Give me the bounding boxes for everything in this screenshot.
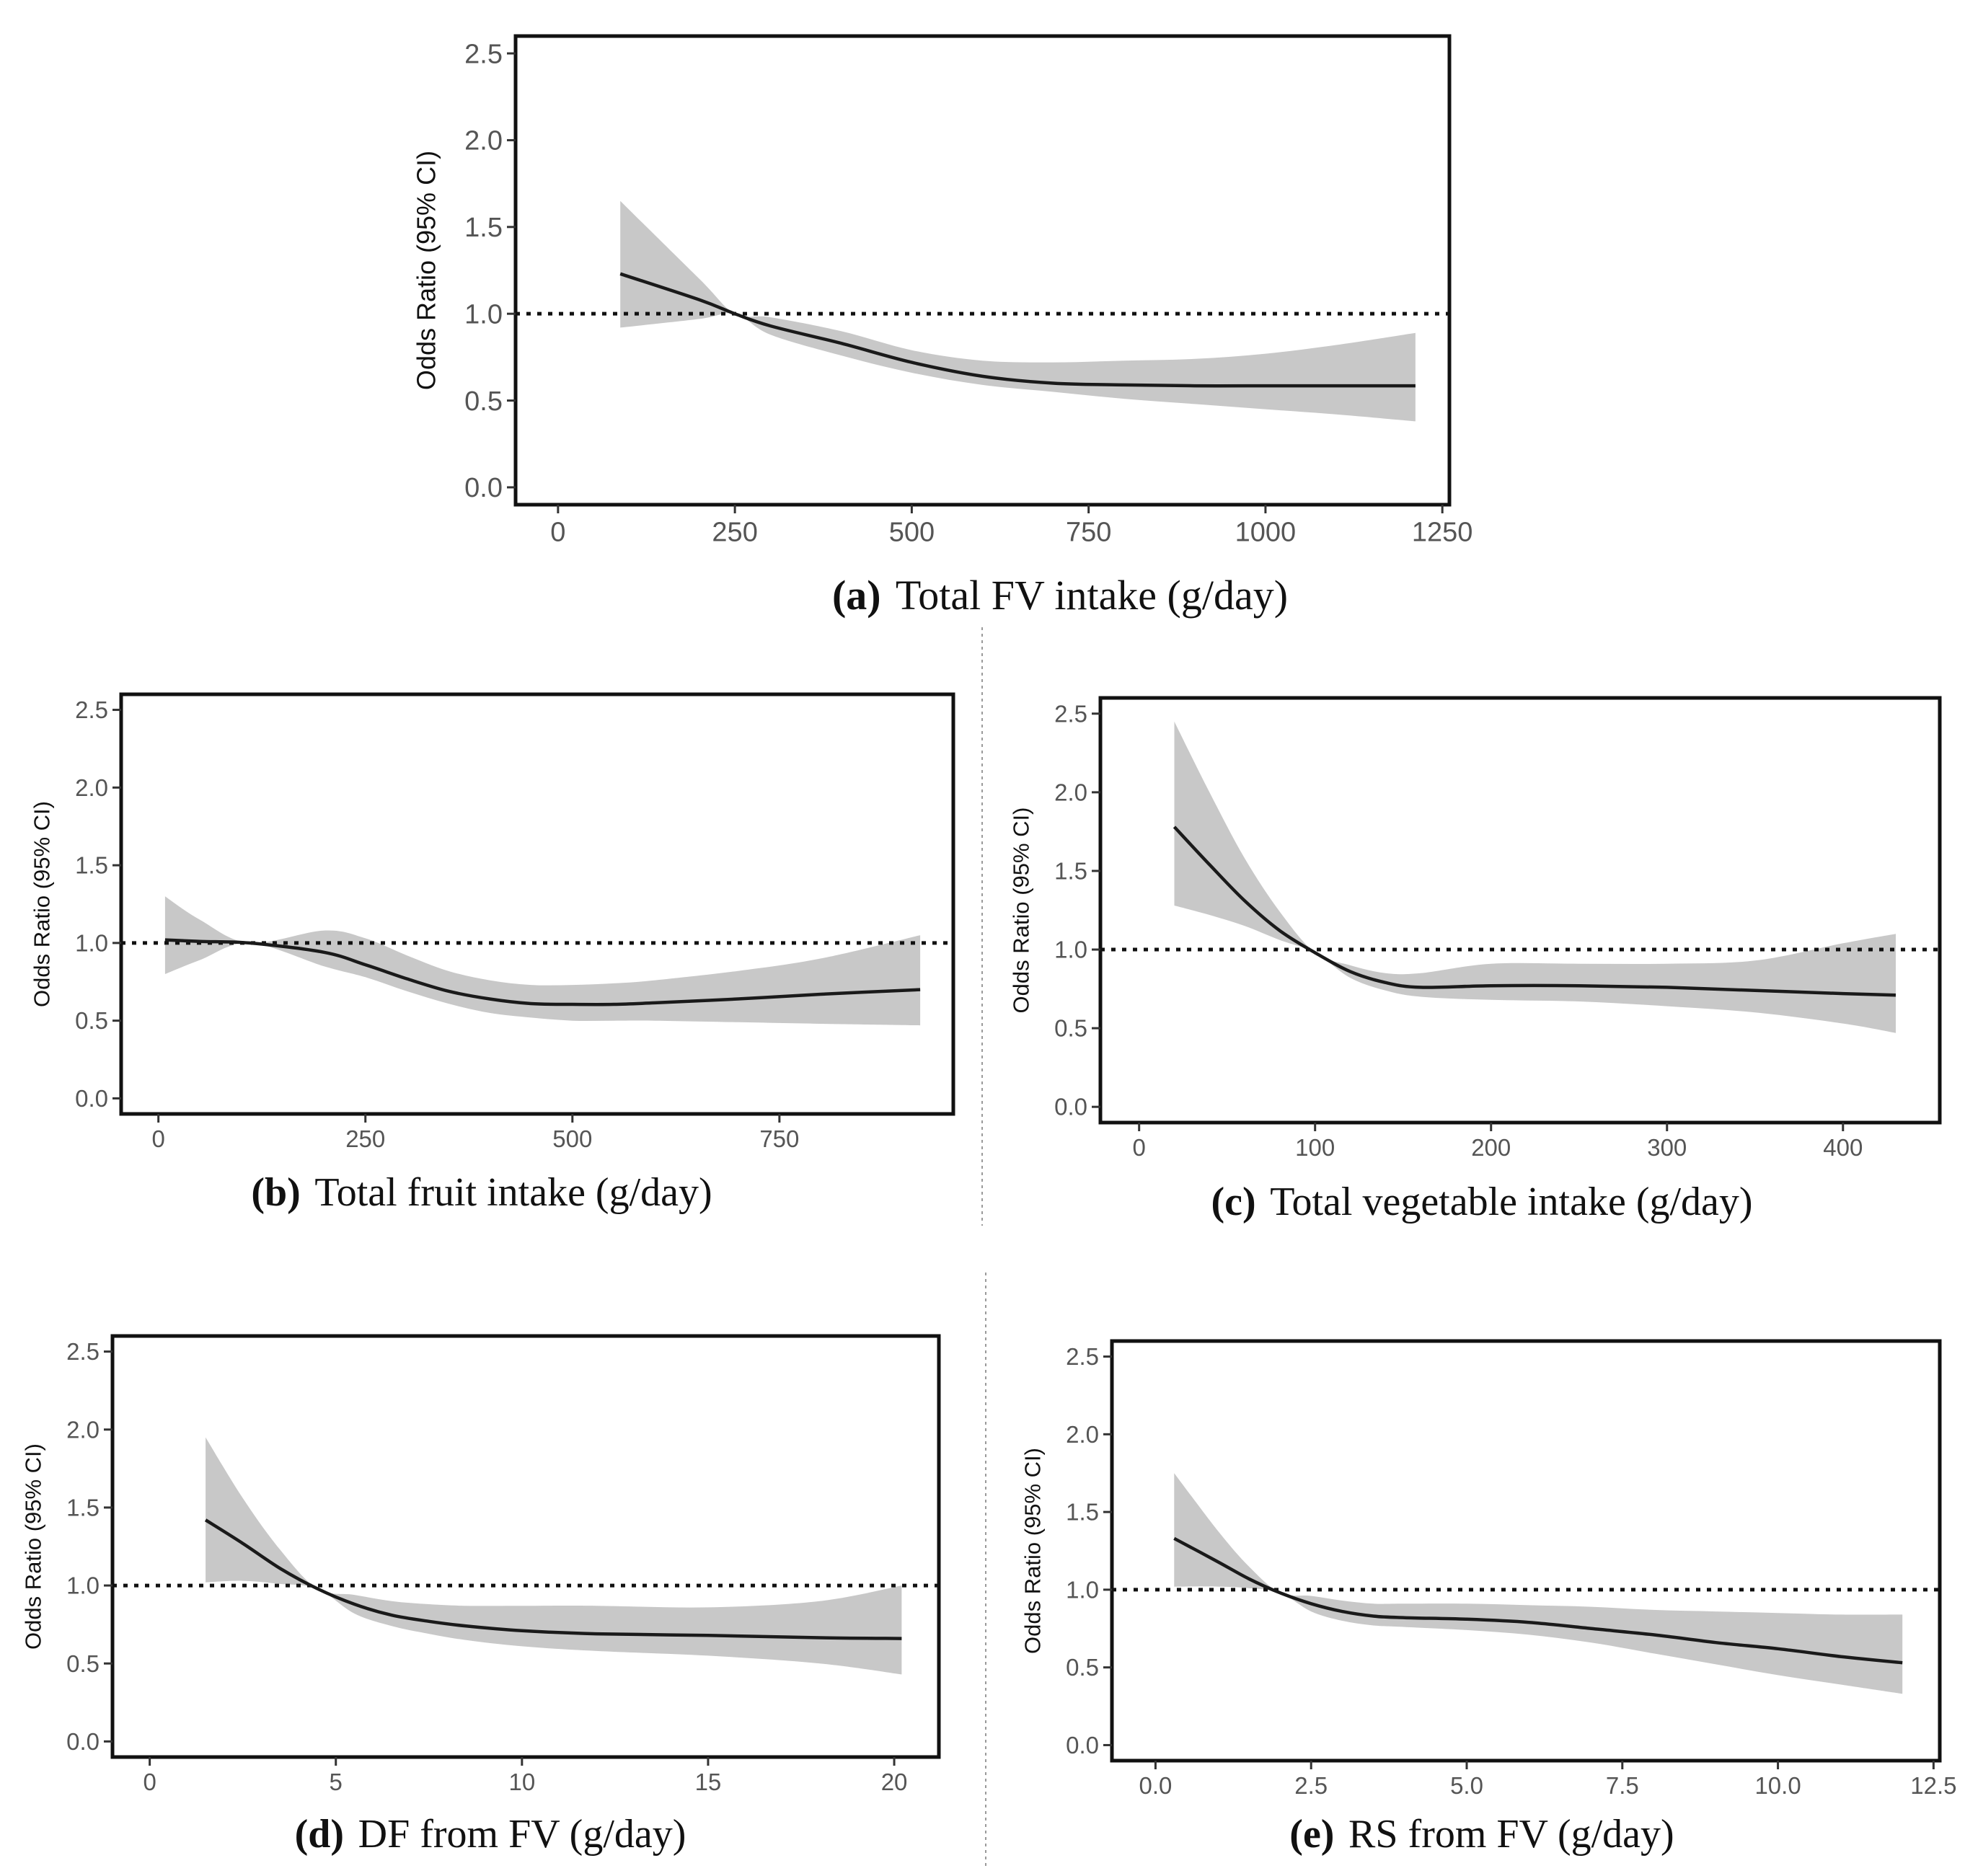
panel-d: 0.0 0.5 1.0 1.5 2.0 2.5 0 5 10 15 20 Odds Ratio (95… bbox=[20, 1334, 941, 1857]
y-tick-label-b: 0.5 bbox=[75, 1007, 108, 1034]
x-tick-label-c: 200 bbox=[1471, 1134, 1511, 1161]
x-tick-label-c: 100 bbox=[1295, 1134, 1335, 1161]
x-tick-label-e: 0.0 bbox=[1139, 1772, 1172, 1799]
caption-d: (d) DF from FV (g/day) bbox=[295, 1812, 686, 1857]
confidence-band-e bbox=[1174, 1473, 1903, 1694]
caption-c: (c) Total vegetable intake (g/day) bbox=[1211, 1180, 1752, 1224]
y-tick-label-d: 2.5 bbox=[66, 1338, 100, 1365]
panel-a: 0.0 0.5 1.0 1.5 2.0 2.5 0 250 500 750 1000 1250 Odds… bbox=[412, 34, 1473, 619]
y-tick-label-c: 2.0 bbox=[1054, 779, 1087, 805]
odds-ratio-line-c bbox=[1173, 826, 1896, 997]
plot-frame-c bbox=[1098, 696, 1942, 1125]
y-tick-label-d: 1.5 bbox=[66, 1494, 100, 1521]
y-tick-label-b: 0.0 bbox=[75, 1085, 108, 1112]
y-tick-label-e: 2.5 bbox=[1066, 1343, 1099, 1370]
caption-letter-c: (c) bbox=[1211, 1180, 1255, 1224]
y-tick-label-d: 2.0 bbox=[66, 1416, 100, 1443]
panel-e: 0.0 0.5 1.0 1.5 2.0 2.5 0.0 2.5 5.0 7.5 10.0 12.5 Od… bbox=[1020, 1339, 1956, 1857]
x-tick-label-e: 10.0 bbox=[1754, 1772, 1801, 1799]
x-tick-label-e: 12.5 bbox=[1910, 1772, 1956, 1799]
x-tick-label-a: 500 bbox=[889, 517, 935, 547]
caption-letter-b: (b) bbox=[251, 1170, 300, 1215]
x-tick-label-b: 250 bbox=[345, 1125, 385, 1152]
plot-frame-a bbox=[513, 34, 1452, 507]
y-tick-label-c: 1.0 bbox=[1054, 937, 1087, 963]
odds-ratio-line-d bbox=[204, 1518, 902, 1640]
panel-c: 0.0 0.5 1.0 1.5 2.0 2.5 0 100 200 300 400 Odds Rati… bbox=[1008, 696, 1942, 1224]
x-tick-label-a: 0 bbox=[550, 517, 565, 547]
x-axis-label-a: Total FV intake (g/day) bbox=[896, 572, 1288, 619]
y-tick-label-b: 2.0 bbox=[75, 774, 108, 801]
plot-frame-e bbox=[1110, 1339, 1942, 1763]
y-tick-label-a: 1.0 bbox=[464, 299, 503, 329]
y-tick-label-e: 0.0 bbox=[1066, 1732, 1099, 1758]
x-tick-label-a: 1250 bbox=[1412, 517, 1473, 547]
x-axis-label-e: RS from FV (g/day) bbox=[1348, 1812, 1674, 1857]
x-tick-label-d: 0 bbox=[143, 1769, 156, 1795]
confidence-band-a bbox=[620, 200, 1416, 422]
confidence-band-b bbox=[164, 896, 921, 1026]
x-tick-label-d: 20 bbox=[881, 1769, 908, 1795]
x-tick-label-d: 5 bbox=[330, 1769, 343, 1795]
x-tick-label-d: 15 bbox=[695, 1769, 722, 1795]
y-tick-label-e: 2.0 bbox=[1066, 1421, 1099, 1448]
y-axis-label-d: Odds Ratio (95% CI) bbox=[20, 1443, 45, 1650]
caption-letter-a: (a) bbox=[832, 572, 881, 619]
plot-frame-b bbox=[119, 692, 955, 1116]
x-tick-label-e: 7.5 bbox=[1606, 1772, 1639, 1799]
caption-b: (b) Total fruit intake (g/day) bbox=[251, 1170, 712, 1215]
x-tick-label-c: 400 bbox=[1823, 1134, 1863, 1161]
x-tick-label-c: 0 bbox=[1133, 1134, 1146, 1161]
y-tick-label-d: 0.5 bbox=[66, 1650, 100, 1677]
x-tick-label-b: 750 bbox=[759, 1125, 799, 1152]
y-axis-label-b: Odds Ratio (95% CI) bbox=[29, 801, 54, 1007]
panels: 0.00.51.01.52.02.50 250 500 750 1000 1250Odds… bbox=[20, 34, 1956, 1857]
x-tick-label-a: 1000 bbox=[1235, 517, 1297, 547]
y-tick-label-a: 2.0 bbox=[464, 126, 503, 156]
caption-a: (a) Total FV intake (g/day) bbox=[832, 572, 1288, 619]
odds-ratio-line-e bbox=[1173, 1536, 1903, 1665]
y-tick-label-a: 0.5 bbox=[464, 386, 503, 417]
odds-ratio-line-a bbox=[619, 272, 1416, 388]
y-tick-label-b: 1.0 bbox=[75, 929, 108, 956]
y-tick-label-d: 1.0 bbox=[66, 1572, 100, 1599]
caption-e: (e) RS from FV (g/day) bbox=[1289, 1812, 1674, 1857]
odds-ratio-line-b bbox=[164, 938, 921, 1006]
x-axis-label-d: DF from FV (g/day) bbox=[358, 1812, 686, 1857]
confidence-band-c bbox=[1174, 721, 1896, 1033]
x-axis-label-b: Total fruit intake (g/day) bbox=[314, 1170, 712, 1215]
x-tick-label-b: 500 bbox=[552, 1125, 592, 1152]
y-tick-label-c: 0.5 bbox=[1054, 1015, 1087, 1042]
y-tick-label-c: 0.0 bbox=[1054, 1094, 1087, 1120]
y-axis-label-c: Odds Ratio (95% CI) bbox=[1008, 808, 1033, 1014]
panel-b: 0.0 0.5 1.0 1.5 2.0 2.5 0 250 500 750 Odds Ratio (… bbox=[29, 692, 955, 1215]
x-tick-label-a: 250 bbox=[712, 517, 757, 547]
y-tick-label-c: 2.5 bbox=[1054, 700, 1087, 727]
confidence-band-d bbox=[206, 1437, 902, 1675]
y-tick-label-e: 1.5 bbox=[1066, 1499, 1099, 1526]
y-tick-label-e: 0.5 bbox=[1066, 1654, 1099, 1681]
y-tick-label-a: 0.0 bbox=[464, 473, 503, 503]
x-tick-label-a: 750 bbox=[1066, 517, 1111, 547]
x-tick-label-d: 10 bbox=[508, 1769, 535, 1795]
y-tick-label-a: 1.5 bbox=[464, 213, 503, 243]
y-tick-label-b: 1.5 bbox=[75, 852, 108, 879]
x-axis-label-c: Total vegetable intake (g/day) bbox=[1270, 1180, 1752, 1224]
y-axis-label-a: Odds Ratio (95% CI) bbox=[412, 151, 441, 390]
y-tick-label-b: 2.5 bbox=[75, 696, 108, 723]
plot-frame-d bbox=[110, 1334, 941, 1759]
y-tick-label-e: 1.0 bbox=[1066, 1576, 1099, 1603]
y-tick-label-d: 0.0 bbox=[66, 1728, 100, 1755]
y-axis-label-e: Odds Ratio (95% CI) bbox=[1020, 1448, 1045, 1654]
x-tick-label-b: 0 bbox=[151, 1125, 164, 1152]
y-tick-label-c: 1.5 bbox=[1054, 858, 1087, 885]
caption-letter-d: (d) bbox=[295, 1812, 344, 1857]
y-tick-label-a: 2.5 bbox=[464, 39, 503, 69]
x-tick-label-e: 2.5 bbox=[1294, 1772, 1328, 1799]
x-tick-label-c: 300 bbox=[1647, 1134, 1687, 1161]
x-tick-label-e: 5.0 bbox=[1450, 1772, 1483, 1799]
caption-letter-e: (e) bbox=[1289, 1812, 1334, 1857]
